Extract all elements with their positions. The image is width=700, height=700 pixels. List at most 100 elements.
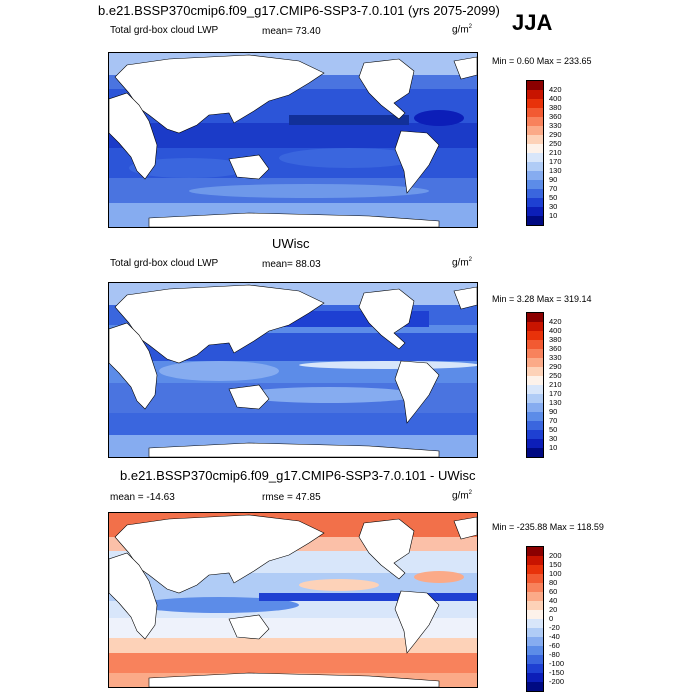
panel2-colorbar-label: 70: [549, 416, 558, 425]
panel3-colorbar-label: 150: [549, 560, 562, 569]
panel1-colorbar-label: 10: [549, 211, 558, 220]
panel1-colorbar-swatch: [527, 135, 543, 144]
panel1-colorbar-swatch: [527, 180, 543, 189]
panel2-colorbar-swatch: [527, 448, 543, 457]
panel2-colorbar-swatch: [527, 349, 543, 358]
panel2-map: [108, 282, 478, 458]
panel3-colorbar-swatch: [527, 664, 543, 673]
panel3-mean-label: mean = -14.63: [110, 492, 175, 503]
panel1-colorbar-swatch: [527, 144, 543, 153]
panel3-colorbar-label: -200: [549, 677, 565, 686]
panel1-colorbar-label: 250: [549, 139, 562, 148]
panel1-colorbar-swatch: [527, 117, 543, 126]
panel2-colorbar-swatch: [527, 385, 543, 394]
panel3-colorbar-swatch: [527, 583, 543, 592]
panel3-colorbar-swatch: [527, 682, 543, 691]
panel3-colorbar-swatch: [527, 673, 543, 682]
panel3-colorbar-swatch: [527, 556, 543, 565]
panel2-colorbar-label: 130: [549, 398, 562, 407]
panel2-colorbar-label: 170: [549, 389, 562, 398]
panel3-colorbar-label: 60: [549, 587, 558, 596]
panel3-colorbar-swatch: [527, 547, 543, 556]
panel1-colorbar-label: 420: [549, 85, 562, 94]
panel3-colorbar-swatch: [527, 574, 543, 583]
panel1-colorbar-swatch: [527, 216, 543, 225]
panel3-colorbar-swatch: [527, 619, 543, 628]
panel3-colorbar-label: 80: [549, 578, 558, 587]
panel3-colorbar-label: -40: [549, 632, 560, 641]
panel1-colorbar-swatch: [527, 153, 543, 162]
panel1-minmax: Min = 0.60 Max = 233.65: [492, 56, 592, 66]
panel3-colorbar-swatch: [527, 628, 543, 637]
panel1-colorbar: 420 400 380 360 330 290 250 210 170 130 …: [526, 80, 562, 226]
panel3-colorbar-label: -20: [549, 623, 560, 632]
panel2-colorbar-label: 400: [549, 326, 562, 335]
panel2-colorbar-swatch: [527, 313, 543, 322]
panel1-colorbar-swatch: [527, 189, 543, 198]
panel1-title: b.e21.BSSP370cmip6.f09_g17.CMIP6-SSP3-7.…: [98, 3, 500, 18]
panel1-colorbar-swatch: [527, 207, 543, 216]
panel2-colorbar-swatch: [527, 412, 543, 421]
panel3-colorbar-swatch: [527, 637, 543, 646]
panel2-mean-label: mean= 88.03: [262, 259, 321, 270]
panel2-colorbar-label: 290: [549, 362, 562, 371]
panel2-units: g/m2: [452, 257, 473, 269]
panel1-colorbar-label: 400: [549, 94, 562, 103]
panel2-colorbar-swatch: [527, 358, 543, 367]
panel3-rmse-label: rmse = 47.85: [262, 492, 321, 503]
panel3-colorbar-label: -60: [549, 641, 560, 650]
panel3-colorbar-swatch: [527, 592, 543, 601]
panel1-map: [108, 52, 478, 228]
panel1-colorbar-label: 290: [549, 130, 562, 139]
panel1-colorbar-swatch: [527, 99, 543, 108]
panel1-colorbar-label: 130: [549, 166, 562, 175]
panel1-colorbar-label: 330: [549, 121, 562, 130]
panel2-colorbar: 420 400 380 360 330 290 250 210 170 130 …: [526, 312, 562, 458]
panel2-colorbar-label: 90: [549, 407, 558, 416]
panel2-colorbar-swatch: [527, 439, 543, 448]
panel2-colorbar-swatch: [527, 367, 543, 376]
panel1-colorbar-label: 170: [549, 157, 562, 166]
panel3-colorbar-swatch: [527, 565, 543, 574]
panel2-colorbar-label: 330: [549, 353, 562, 362]
panel2-colorbar-swatch: [527, 340, 543, 349]
panel3-colorbar-label: 20: [549, 605, 558, 614]
panel3-map: [108, 512, 478, 688]
panel3-minmax: Min = -235.88 Max = 118.59: [492, 522, 604, 532]
panel2-colorbar-label: 210: [549, 380, 562, 389]
panel1-colorbar-swatch: [527, 198, 543, 207]
panel2-colorbar-swatch: [527, 322, 543, 331]
panel1-colorbar-label: 30: [549, 202, 558, 211]
panel1-colorbar-swatch: [527, 90, 543, 99]
panel1-colorbar-swatch: [527, 171, 543, 180]
panel2-colorbar-swatch: [527, 376, 543, 385]
panel1-colorbar-label: 210: [549, 148, 562, 157]
panel1-mean-label: mean= 73.40: [262, 26, 321, 37]
panel1-colorbar-label: 70: [549, 184, 558, 193]
panel2-colorbar-label: 250: [549, 371, 562, 380]
panel1-units: g/m2: [452, 24, 473, 36]
panel3-colorbar-label: -100: [549, 659, 565, 668]
panel3-colorbar-swatch: [527, 610, 543, 619]
panel2-colorbar-swatch: [527, 403, 543, 412]
panel3-colorbar-swatch: [527, 655, 543, 664]
panel2-colorbar-label: 360: [549, 344, 562, 353]
panel1-colorbar-swatch: [527, 108, 543, 117]
panel3-colorbar-label: 0: [549, 614, 554, 623]
panel3-colorbar-label: 200: [549, 551, 562, 560]
panel3-colorbar-label: 40: [549, 596, 558, 605]
panel2-colorbar-swatch: [527, 421, 543, 430]
panel1-colorbar-label: 50: [549, 193, 558, 202]
panel2-colorbar-swatch: [527, 394, 543, 403]
panel2-colorbar-label: 50: [549, 425, 558, 434]
panel3-colorbar-label: -80: [549, 650, 560, 659]
panel1-colorbar-label: 90: [549, 175, 558, 184]
panel3-colorbar-label: 100: [549, 569, 562, 578]
panel1-colorbar-label: 380: [549, 103, 562, 112]
panel3-colorbar-label: -150: [549, 668, 565, 677]
panel1-colorbar-label: 360: [549, 112, 562, 121]
panel2-variable-label: Total grd-box cloud LWP: [110, 258, 219, 269]
panel1-variable-label: Total grd-box cloud LWP: [110, 25, 219, 36]
panel3-colorbar-swatch: [527, 646, 543, 655]
panel3-title: b.e21.BSSP370cmip6.f09_g17.CMIP6-SSP3-7.…: [120, 468, 476, 483]
